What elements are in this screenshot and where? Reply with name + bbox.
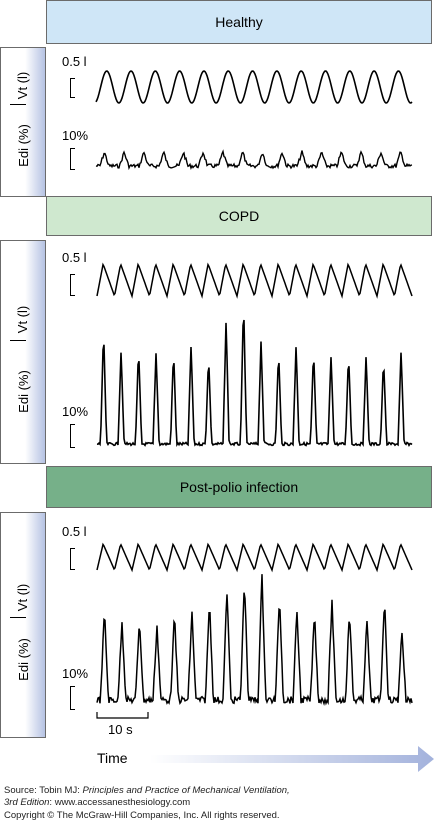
vt-scale-label-post-polio: 0.5 l bbox=[62, 524, 87, 539]
edi-trace-copd bbox=[96, 319, 413, 448]
edi-trace-healthy bbox=[95, 149, 413, 171]
panel-header-copd: COPD bbox=[46, 196, 432, 236]
time-axis-label: Time bbox=[97, 750, 128, 766]
vt-scale-bracket-post-polio bbox=[70, 548, 75, 570]
source-line-2: 3rd Edition: www.accessanesthesiology.co… bbox=[4, 797, 191, 808]
vt-trace-post-polio bbox=[96, 542, 413, 573]
vt-trace-healthy bbox=[95, 70, 413, 104]
axis-separator-copd bbox=[10, 340, 26, 341]
edi-scale-label-healthy: 10% bbox=[62, 128, 89, 143]
source-line: Source: Tobin MJ: Principles and Practic… bbox=[4, 785, 290, 796]
axis-separator-post-polio bbox=[10, 617, 26, 618]
time-scale-label: 10 s bbox=[108, 722, 133, 737]
edi-scale-label-post-polio: 10% bbox=[62, 666, 89, 681]
panel-title-copd: COPD bbox=[218, 208, 260, 224]
time-arrow bbox=[150, 746, 434, 772]
panel-header-healthy: Healthy bbox=[46, 0, 432, 44]
time-scale-bar bbox=[96, 712, 149, 719]
edi-scale-bracket-copd bbox=[70, 424, 75, 448]
panel-title-post-polio: Post-polio infection bbox=[179, 479, 299, 495]
axis-separator-healthy bbox=[10, 104, 26, 105]
side-axis-post-polio bbox=[0, 512, 46, 738]
edi-scale-bracket-post-polio bbox=[70, 686, 75, 710]
panel-title-healthy: Healthy bbox=[215, 14, 263, 30]
panel-header-post-polio: Post-polio infection bbox=[46, 466, 432, 508]
edi-trace-post-polio bbox=[96, 574, 413, 706]
copyright-line: Copyright © The McGraw-Hill Companies, I… bbox=[4, 810, 280, 821]
vt-trace-copd bbox=[96, 262, 413, 299]
vt-scale-label-copd: 0.5 l bbox=[62, 250, 87, 265]
vt-scale-label-healthy: 0.5 l bbox=[62, 54, 87, 69]
edi-scale-label-copd: 10% bbox=[62, 404, 89, 419]
vt-scale-bracket-healthy bbox=[70, 78, 75, 98]
edi-scale-bracket-healthy bbox=[70, 148, 75, 170]
vt-scale-bracket-copd bbox=[70, 274, 75, 296]
side-axis-healthy bbox=[0, 47, 46, 197]
side-axis-copd bbox=[0, 240, 46, 464]
